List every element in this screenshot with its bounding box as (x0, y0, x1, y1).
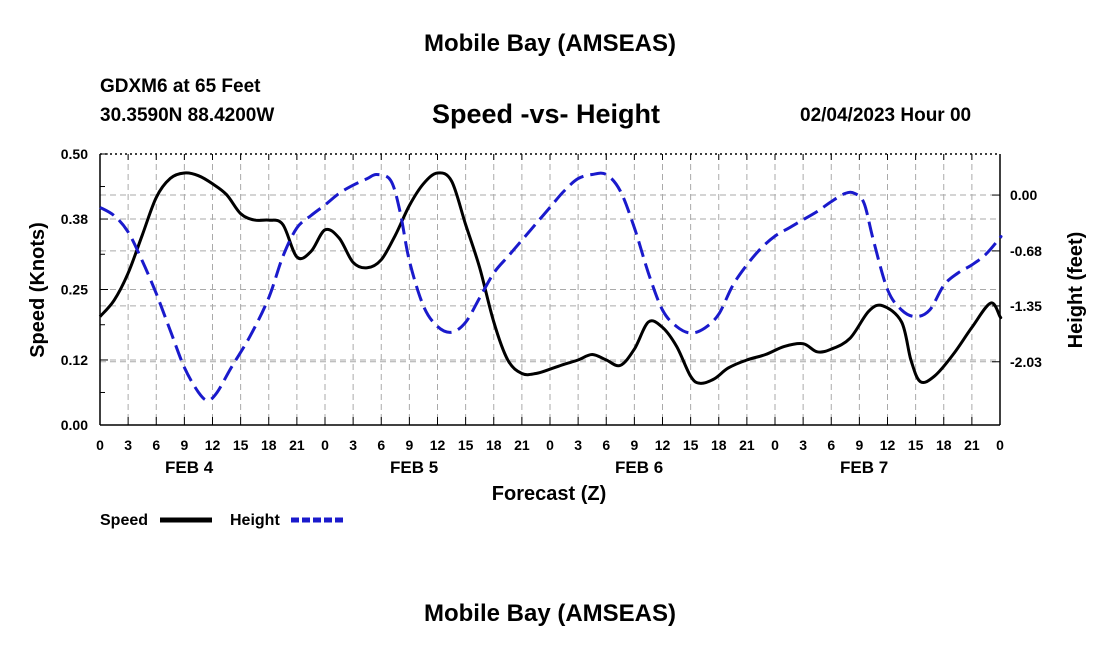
y-left-tick-label: 0.00 (61, 417, 88, 433)
y-right-tick-label: -1.35 (1010, 298, 1042, 314)
x-tick-label: 12 (655, 437, 671, 453)
y-right-tick-label: -2.03 (1010, 354, 1042, 370)
x-tick-label: 12 (205, 437, 221, 453)
x-tick-label: 21 (514, 437, 530, 453)
x-tick-label: 0 (321, 437, 329, 453)
x-tick-label: 3 (574, 437, 582, 453)
x-date-label: FEB 7 (840, 458, 888, 477)
x-tick-label: 15 (683, 437, 699, 453)
x-tick-label: 9 (630, 437, 638, 453)
series-line-height (99, 171, 1003, 402)
coordinates-label: 30.3590N 88.4200W (100, 105, 275, 126)
x-tick-label: 15 (233, 437, 249, 453)
legend-height-label: Height (230, 512, 280, 529)
x-tick-label: 21 (289, 437, 305, 453)
y-left-tick-label: 0.12 (61, 352, 88, 368)
x-tick-label: 9 (405, 437, 413, 453)
x-axis-label: Forecast (Z) (492, 483, 606, 505)
x-tick-label: 3 (349, 437, 357, 453)
series-group (98, 171, 1003, 402)
legend: Speed Height (100, 512, 343, 529)
y-right-tick-label: -0.68 (1010, 243, 1042, 259)
chart-title: Speed -vs- Height (432, 99, 661, 129)
x-tick-label: 12 (430, 437, 446, 453)
grid (100, 154, 1000, 425)
x-tick-label: 15 (458, 437, 474, 453)
y-left-tick-label: 0.50 (61, 146, 88, 162)
x-tick-label: 6 (152, 437, 160, 453)
x-tick-label: 18 (486, 437, 502, 453)
x-tick-label: 18 (936, 437, 952, 453)
x-date-label: FEB 4 (165, 458, 214, 477)
main-title: Mobile Bay (AMSEAS) (423, 30, 677, 57)
x-tick-label: 6 (377, 437, 385, 453)
y-left-tick-label: 0.38 (61, 211, 88, 227)
x-tick-label: 0 (996, 437, 1004, 453)
x-tick-label: 6 (602, 437, 610, 453)
x-tick-label: 15 (908, 437, 924, 453)
series-line-speed (98, 171, 1003, 385)
axes: 0 3 6 9 12 15 18 21 0 3 6 9 12 15 18 21 0 3 6 9 12 15 18 21 0 3 6 9… (61, 146, 1042, 477)
x-tick-label: 9 (855, 437, 863, 453)
x-date-label: FEB 6 (615, 458, 663, 477)
footer-title: Mobile Bay (AMSEAS) (423, 600, 677, 627)
x-tick-label: 9 (180, 437, 188, 453)
y-axis-right-label: Height (feet) (1065, 232, 1087, 349)
y-left-tick-label: 0.25 (61, 282, 88, 298)
x-tick-label: 21 (739, 437, 755, 453)
x-tick-label: 12 (880, 437, 896, 453)
y-axis-left-label: Speed (Knots) (27, 222, 49, 358)
forecast-date-label: 02/04/2023 Hour 00 (800, 105, 972, 126)
station-label: GDXM6 at 65 Feet (100, 76, 261, 97)
x-date-label: FEB 5 (390, 458, 438, 477)
x-tick-label: 0 (771, 437, 779, 453)
x-tick-label: 18 (261, 437, 277, 453)
y-right-tick-label: 0.00 (1010, 187, 1037, 203)
legend-speed-label: Speed (100, 512, 148, 529)
x-tick-label: 6 (827, 437, 835, 453)
x-tick-label: 18 (711, 437, 727, 453)
x-tick-label: 0 (546, 437, 554, 453)
x-tick-label: 3 (124, 437, 132, 453)
x-tick-label: 0 (96, 437, 104, 453)
x-tick-label: 3 (799, 437, 807, 453)
x-tick-label: 21 (964, 437, 980, 453)
